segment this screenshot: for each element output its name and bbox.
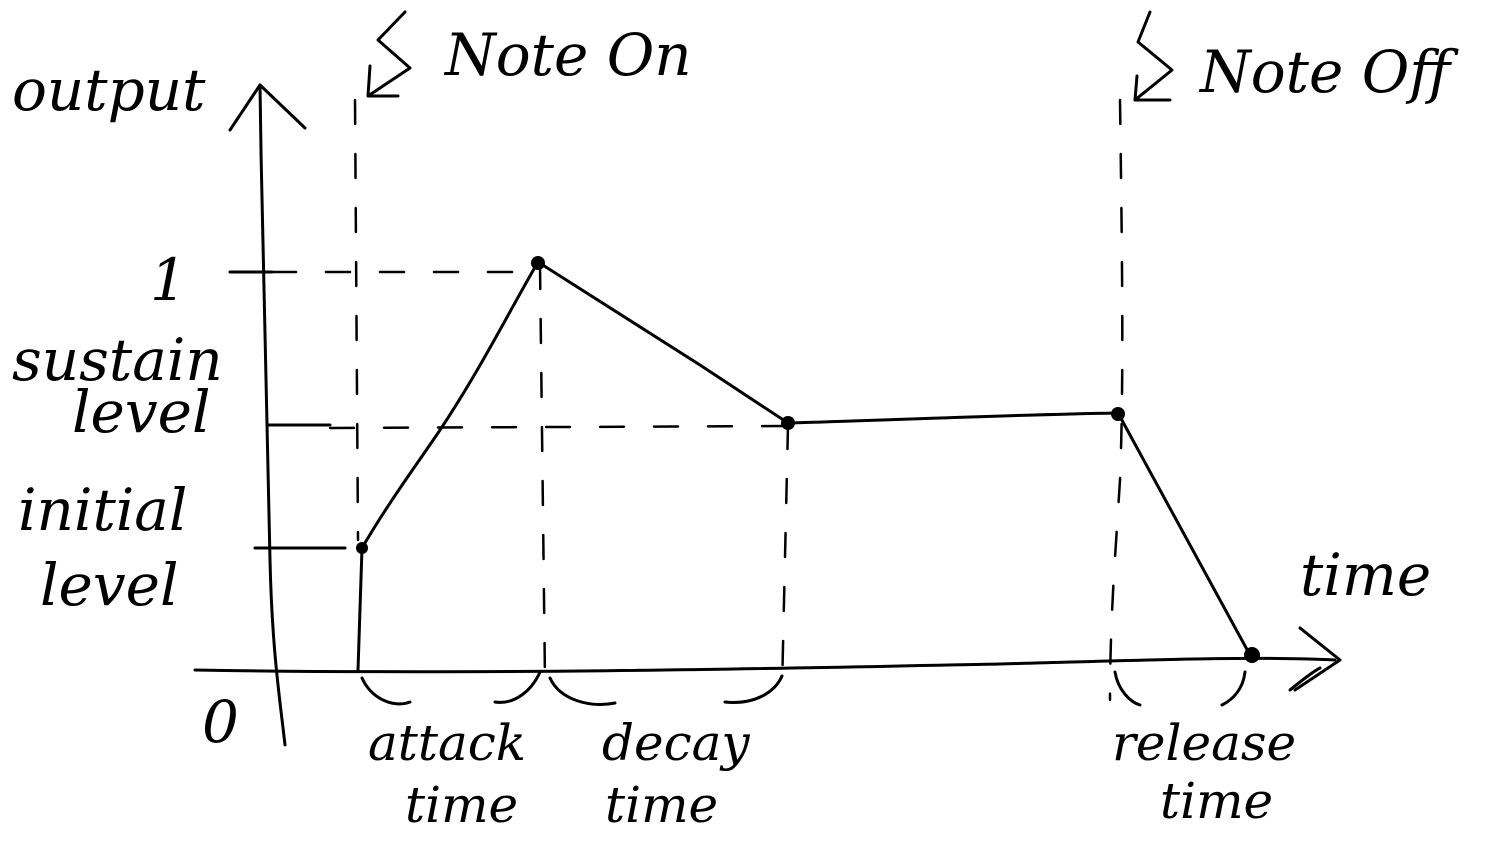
after-release-mark bbox=[1288, 666, 1322, 692]
y-ticks bbox=[228, 270, 347, 550]
release-time-label-line2: time bbox=[1160, 772, 1273, 830]
guide-note-on bbox=[353, 98, 360, 542]
attack-time-label-line2: time bbox=[405, 776, 518, 834]
note-on-marker bbox=[366, 10, 412, 98]
origin-label: 0 bbox=[202, 688, 239, 756]
x-axis bbox=[193, 656, 1337, 674]
decay-time-label-line1: decay bbox=[602, 714, 750, 772]
labels: output time 0 1 sustain level initial le… bbox=[12, 21, 1459, 834]
guide-note-off bbox=[1108, 98, 1124, 702]
point-peak bbox=[531, 256, 545, 270]
release-bracket-right bbox=[1220, 670, 1247, 707]
envelope-curve bbox=[356, 260, 1252, 672]
guide-sustain-level bbox=[328, 424, 787, 430]
initial-level-label-line1: initial bbox=[18, 476, 187, 544]
y-axis-arrowhead bbox=[228, 83, 307, 132]
span-brackets bbox=[360, 666, 1322, 707]
point-initial bbox=[356, 542, 368, 554]
decay-time-label-line2: time bbox=[605, 776, 718, 834]
initial-level-label-line2: level bbox=[40, 551, 179, 619]
axes bbox=[193, 83, 1342, 747]
release-time-label-line1: release bbox=[1112, 714, 1296, 772]
y-axis-label: output bbox=[12, 56, 206, 124]
guide-lines bbox=[270, 98, 1124, 702]
x-axis-arrowhead bbox=[1293, 626, 1342, 692]
guide-decay-end bbox=[780, 423, 790, 692]
point-sustain-start bbox=[781, 416, 795, 430]
sustain-level-label-line2: level bbox=[72, 378, 211, 446]
note-on-label: Note On bbox=[443, 21, 692, 89]
point-end bbox=[1244, 647, 1260, 663]
peak-level-label: 1 bbox=[150, 246, 187, 314]
y-axis bbox=[258, 83, 287, 747]
lightning-arrow-icon bbox=[1133, 10, 1174, 102]
decay-bracket bbox=[548, 674, 784, 706]
guide-peak-time bbox=[538, 263, 547, 682]
sustain-level-label-line1: sustain bbox=[12, 326, 223, 394]
lightning-arrow-icon bbox=[366, 10, 412, 98]
envelope-points bbox=[356, 256, 1260, 663]
point-release-start bbox=[1111, 407, 1125, 421]
attack-time-label-line1: attack bbox=[368, 714, 526, 772]
x-axis-label: time bbox=[1300, 541, 1431, 609]
note-off-marker bbox=[1133, 10, 1174, 102]
release-bracket-left bbox=[1113, 670, 1142, 707]
attack-bracket bbox=[360, 670, 542, 706]
note-off-label: Note Off bbox=[1198, 38, 1459, 106]
